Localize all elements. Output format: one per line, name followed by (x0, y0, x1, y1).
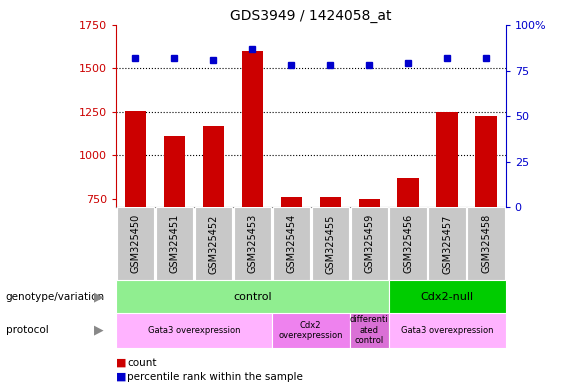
Bar (155, 207, 193, 280)
Text: GSM325453: GSM325453 (247, 214, 257, 273)
Bar (320, 197, 341, 207)
Text: percentile rank within the sample: percentile rank within the sample (127, 372, 303, 382)
Bar (398, 178, 419, 207)
Bar (272, 207, 310, 280)
Text: GSM325456: GSM325456 (403, 214, 413, 273)
Bar (281, 197, 302, 207)
Bar (428, 207, 466, 280)
Bar (311, 207, 349, 280)
Text: ▶: ▶ (94, 324, 104, 337)
Text: GSM325450: GSM325450 (131, 214, 140, 273)
Text: protocol: protocol (6, 325, 49, 335)
Text: ■: ■ (116, 358, 127, 368)
Bar (272, 313, 350, 348)
Bar (116, 313, 272, 348)
Text: Cdx2-null: Cdx2-null (420, 291, 474, 302)
Text: GSM325457: GSM325457 (442, 214, 452, 273)
Bar (437, 112, 458, 207)
Bar (467, 207, 505, 280)
Bar (389, 313, 506, 348)
Text: ▶: ▶ (94, 290, 104, 303)
Bar (350, 313, 389, 348)
Bar (389, 280, 506, 313)
Bar (125, 111, 146, 207)
Text: Cdx2
overexpression: Cdx2 overexpression (279, 321, 343, 340)
Text: differenti
ated
control: differenti ated control (350, 315, 389, 345)
Bar (194, 207, 232, 280)
Text: GSM325452: GSM325452 (208, 214, 218, 273)
Text: GSM325459: GSM325459 (364, 214, 374, 273)
Text: GSM325458: GSM325458 (481, 214, 491, 273)
Text: control: control (233, 291, 272, 302)
Bar (164, 136, 185, 207)
Text: GSM325451: GSM325451 (170, 214, 179, 273)
Bar (116, 280, 389, 313)
Text: Gata3 overexpression: Gata3 overexpression (401, 326, 493, 335)
Bar (476, 116, 497, 207)
Text: count: count (127, 358, 157, 368)
Bar (242, 51, 263, 207)
Title: GDS3949 / 1424058_at: GDS3949 / 1424058_at (230, 8, 392, 23)
Text: GSM325454: GSM325454 (286, 214, 296, 273)
Bar (389, 207, 427, 280)
Text: genotype/variation: genotype/variation (6, 291, 105, 302)
Bar (203, 126, 224, 207)
Bar (233, 207, 271, 280)
Bar (359, 199, 380, 207)
Bar (116, 207, 154, 280)
Text: Gata3 overexpression: Gata3 overexpression (147, 326, 240, 335)
Text: ■: ■ (116, 372, 127, 382)
Text: GSM325455: GSM325455 (325, 214, 335, 273)
Bar (350, 207, 388, 280)
